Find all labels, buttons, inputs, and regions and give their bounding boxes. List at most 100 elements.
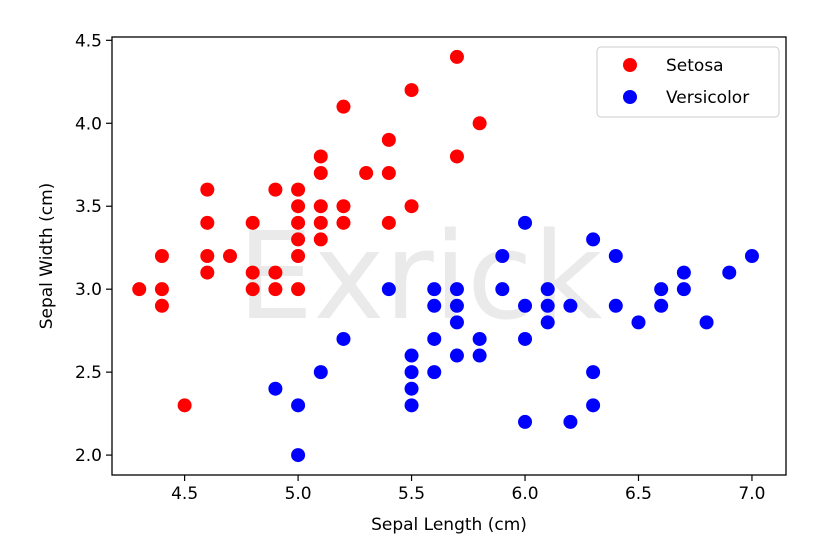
x-axis: 4.5 5.0 5.5 6.0 6.5 7.0	[171, 475, 765, 504]
x-tick-label: 4.5	[171, 484, 198, 504]
data-point-versicolor-16	[449, 315, 464, 330]
data-point-setosa-21	[291, 282, 306, 297]
data-point-setosa-19	[291, 232, 306, 247]
data-point-setosa-0	[132, 282, 147, 297]
data-point-versicolor-32	[586, 365, 601, 380]
data-point-versicolor-42	[722, 265, 737, 280]
data-point-versicolor-37	[654, 282, 669, 297]
y-tick-label: 2.5	[75, 363, 102, 383]
data-point-versicolor-8	[404, 381, 419, 396]
data-point-versicolor-36	[631, 315, 646, 330]
data-point-setosa-1	[154, 249, 169, 263]
data-point-setosa-6	[200, 215, 215, 230]
y-tick-label: 4.5	[75, 31, 102, 51]
data-point-setosa-14	[268, 265, 283, 280]
legend: Setosa Versicolor	[596, 46, 780, 118]
data-point-versicolor-4	[336, 331, 351, 346]
legend-label-versicolor: Versicolor	[666, 88, 749, 108]
data-point-versicolor-19	[472, 348, 487, 363]
data-point-versicolor-2	[291, 448, 306, 463]
data-point-setosa-37	[449, 149, 464, 164]
legend-marker-versicolor	[623, 90, 637, 104]
data-point-versicolor-14	[449, 282, 464, 297]
x-tick-label: 5.5	[398, 484, 425, 504]
y-tick-label: 4.0	[75, 114, 102, 134]
data-point-setosa-36	[449, 49, 464, 64]
data-point-versicolor-6	[404, 348, 419, 363]
plot-area-frame	[111, 36, 787, 476]
data-point-versicolor-1	[291, 398, 306, 413]
data-point-setosa-33	[381, 215, 396, 230]
data-point-versicolor-10	[427, 282, 442, 297]
y-tick-label: 3.5	[75, 197, 102, 217]
data-point-setosa-23	[313, 166, 328, 181]
data-point-setosa-7	[200, 249, 215, 263]
data-point-setosa-27	[336, 99, 351, 114]
data-point-versicolor-43	[744, 249, 759, 263]
data-point-versicolor-18	[472, 331, 487, 346]
data-point-setosa-18	[291, 215, 306, 230]
data-point-setosa-4	[177, 398, 192, 413]
data-point-versicolor-39	[676, 265, 691, 280]
data-point-versicolor-20	[495, 249, 510, 263]
x-tick-label: 5.0	[285, 484, 312, 504]
data-point-versicolor-27	[540, 298, 555, 313]
data-point-versicolor-0	[268, 381, 283, 396]
data-point-setosa-8	[200, 265, 215, 280]
data-point-setosa-3	[154, 298, 169, 313]
data-point-setosa-29	[336, 215, 351, 230]
data-point-setosa-2	[154, 282, 169, 297]
data-point-versicolor-3	[313, 365, 328, 380]
legend-marker-setosa	[623, 58, 637, 72]
data-point-versicolor-28	[540, 315, 555, 330]
legend-box	[596, 46, 780, 118]
data-point-setosa-30	[359, 166, 374, 181]
data-point-versicolor-26	[540, 282, 555, 297]
data-point-setosa-9	[223, 249, 238, 263]
data-point-versicolor-41	[699, 315, 714, 330]
data-point-setosa-31	[381, 132, 396, 147]
data-point-setosa-5	[200, 182, 215, 197]
data-point-versicolor-9	[404, 398, 419, 413]
y-tick-label: 2.0	[75, 446, 102, 466]
data-point-setosa-13	[268, 182, 283, 197]
x-tick-label: 7.0	[738, 484, 765, 504]
data-point-versicolor-12	[427, 331, 442, 346]
data-point-versicolor-11	[427, 298, 442, 313]
data-point-versicolor-24	[518, 331, 533, 346]
data-point-setosa-11	[245, 265, 260, 280]
data-point-versicolor-35	[608, 298, 623, 313]
data-point-versicolor-40	[676, 282, 691, 297]
data-point-versicolor-17	[449, 348, 464, 363]
data-point-setosa-17	[291, 199, 306, 214]
data-point-setosa-10	[245, 215, 260, 230]
data-point-versicolor-13	[427, 365, 442, 380]
x-tick-label: 6.0	[512, 484, 539, 504]
data-point-setosa-34	[404, 83, 419, 98]
data-point-setosa-16	[291, 182, 306, 197]
x-tick-label: 6.5	[625, 484, 652, 504]
data-point-versicolor-21	[495, 282, 510, 297]
data-point-versicolor-25	[518, 414, 533, 429]
legend-label-setosa: Setosa	[666, 56, 724, 76]
data-point-versicolor-30	[563, 414, 578, 429]
data-point-versicolor-22	[518, 215, 533, 230]
y-axis-label: Sepal Width (cm)	[37, 183, 57, 330]
data-points	[132, 49, 759, 463]
data-point-versicolor-23	[518, 298, 533, 313]
data-point-setosa-38	[472, 116, 487, 131]
data-point-versicolor-34	[608, 249, 623, 263]
data-point-setosa-32	[381, 166, 396, 181]
y-tick-label: 3.0	[75, 280, 102, 300]
data-point-setosa-35	[404, 199, 419, 214]
y-axis: 2.0 2.5 3.0 3.5 4.0 4.5	[75, 31, 112, 466]
data-point-versicolor-5	[381, 282, 396, 297]
data-point-versicolor-31	[586, 232, 601, 247]
data-point-setosa-24	[313, 199, 328, 214]
data-point-versicolor-7	[404, 365, 419, 380]
data-point-versicolor-38	[654, 298, 669, 313]
data-point-setosa-22	[313, 149, 328, 164]
data-point-setosa-20	[291, 249, 306, 263]
data-point-setosa-12	[245, 282, 260, 297]
